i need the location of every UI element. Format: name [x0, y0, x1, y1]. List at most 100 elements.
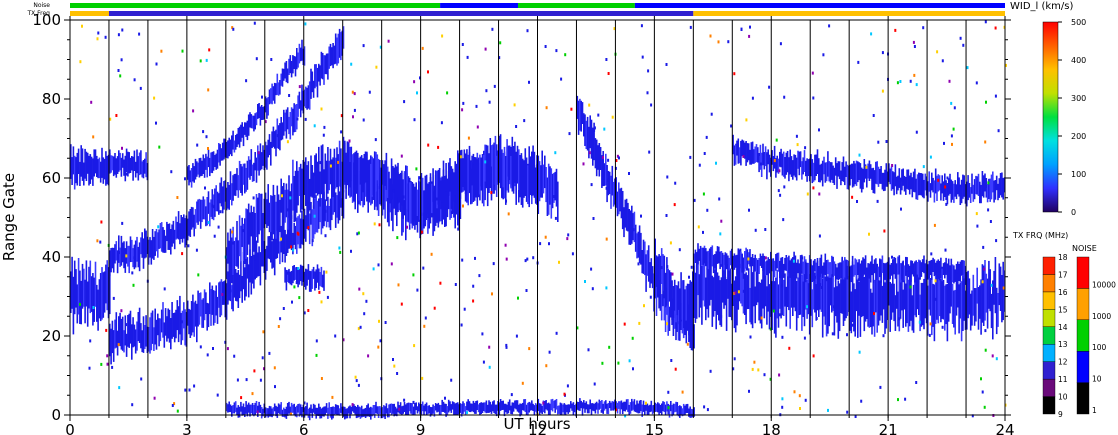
echo-mark — [898, 272, 901, 332]
echo-mark — [625, 399, 628, 410]
echo-mark — [514, 400, 516, 409]
echo-mark — [942, 280, 945, 320]
speckle-mark — [994, 26, 997, 30]
echo-mark — [814, 272, 816, 313]
echo-mark — [373, 151, 376, 191]
speckle-mark — [255, 57, 258, 61]
echo-mark — [723, 262, 725, 309]
echo-mark — [953, 290, 955, 328]
echo-mark — [958, 284, 960, 334]
echo-mark — [205, 292, 207, 314]
speckle-mark — [801, 256, 804, 260]
echo-mark — [389, 403, 392, 413]
speckle-mark — [402, 195, 405, 199]
echo-mark — [473, 157, 476, 190]
echo-mark — [240, 261, 242, 292]
speckle-mark — [987, 208, 990, 212]
echo-mark — [627, 202, 629, 232]
speckle-mark — [274, 385, 276, 389]
echo-mark — [915, 279, 917, 318]
echo-mark — [798, 277, 801, 315]
speckle-mark — [815, 317, 818, 320]
echo-mark — [493, 400, 495, 413]
echo-mark — [389, 178, 392, 204]
echo-mark — [759, 253, 762, 266]
echo-mark — [997, 183, 999, 201]
echo-mark — [903, 265, 906, 281]
echo-mark — [262, 213, 264, 245]
echo-mark — [668, 404, 671, 418]
echo-mark — [133, 324, 136, 347]
echo-mark — [801, 274, 803, 331]
speckle-mark — [857, 60, 860, 64]
speckle-mark — [667, 390, 670, 394]
echo-mark — [373, 405, 376, 418]
echo-mark — [279, 241, 281, 265]
speckle-mark — [971, 414, 974, 418]
echo-mark — [505, 156, 507, 205]
echo-mark — [879, 280, 881, 321]
speckle-mark — [751, 96, 754, 100]
echo-mark — [354, 162, 356, 210]
speckle-mark — [290, 245, 293, 249]
echo-mark — [672, 310, 675, 336]
echo-mark — [967, 270, 969, 319]
echo-mark — [214, 155, 216, 167]
echo-mark — [840, 170, 842, 186]
speckle-mark — [115, 114, 118, 117]
echo-mark — [154, 308, 156, 345]
speckle-mark — [934, 297, 937, 301]
echo-mark — [881, 285, 884, 323]
echo-mark — [823, 156, 825, 175]
speckle-mark — [338, 246, 341, 250]
echo-mark — [673, 300, 676, 329]
echo-mark — [440, 405, 442, 415]
speckle-mark — [184, 177, 186, 181]
echo-mark — [714, 254, 716, 269]
speckle-mark — [242, 229, 245, 233]
echo-mark — [863, 258, 866, 275]
echo-mark — [121, 153, 124, 168]
speckle-mark — [818, 128, 820, 132]
echo-mark — [877, 166, 880, 187]
echo-mark — [324, 55, 327, 75]
echo-mark — [911, 295, 914, 331]
echo-mark — [810, 264, 812, 316]
speckle-mark — [461, 43, 464, 46]
echo-mark — [244, 163, 246, 194]
echo-mark — [85, 151, 88, 181]
echo-mark — [660, 403, 663, 416]
echo-mark — [396, 179, 398, 227]
speckle-mark — [132, 283, 135, 287]
echo-mark — [598, 143, 601, 177]
echo-mark — [764, 266, 767, 307]
echo-mark — [231, 135, 233, 157]
echo-mark — [594, 402, 597, 414]
echo-mark — [112, 247, 115, 273]
echo-mark — [760, 279, 763, 329]
x-tick-label: 18 — [762, 421, 781, 435]
echo-mark — [116, 330, 119, 356]
echo-mark — [819, 267, 821, 310]
echo-mark — [772, 258, 775, 311]
echo-band — [109, 148, 149, 182]
frequency-tick-label: 16 — [1058, 288, 1068, 297]
echo-mark — [914, 271, 916, 316]
echo-mark — [803, 256, 806, 275]
echo-mark — [258, 401, 260, 413]
echo-mark — [390, 158, 393, 200]
echo-mark — [908, 279, 911, 327]
speckle-mark — [532, 256, 535, 260]
speckle-mark — [461, 108, 464, 112]
speckle-mark — [703, 405, 706, 409]
speckle-mark — [915, 83, 918, 87]
speckle-mark — [833, 305, 835, 309]
echo-mark — [459, 150, 462, 199]
echo-mark — [250, 256, 253, 295]
echo-mark — [673, 279, 676, 311]
echo-mark — [315, 64, 317, 87]
echo-mark — [415, 402, 417, 411]
echo-mark — [942, 263, 945, 275]
echo-mark — [266, 408, 268, 417]
